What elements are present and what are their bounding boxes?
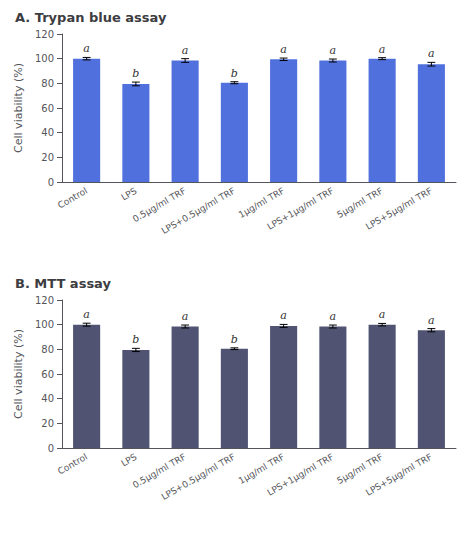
svg-text:80: 80 bbox=[41, 344, 54, 355]
svg-text:LPS: LPS bbox=[119, 186, 138, 203]
svg-text:a: a bbox=[83, 308, 90, 321]
svg-text:B. MTT assay: B. MTT assay bbox=[15, 276, 111, 291]
svg-text:Control: Control bbox=[56, 186, 89, 211]
svg-text:5μg/ml TRF: 5μg/ml TRF bbox=[335, 185, 385, 220]
svg-text:a: a bbox=[182, 44, 189, 57]
svg-text:60: 60 bbox=[41, 103, 54, 114]
svg-text:0: 0 bbox=[48, 443, 54, 454]
svg-text:40: 40 bbox=[41, 393, 54, 404]
svg-text:Control: Control bbox=[56, 452, 89, 477]
svg-text:100: 100 bbox=[35, 319, 54, 330]
svg-text:a: a bbox=[330, 44, 337, 57]
svg-text:100: 100 bbox=[35, 53, 54, 64]
svg-text:Cell viability (%): Cell viability (%) bbox=[12, 329, 25, 419]
svg-text:a: a bbox=[280, 309, 287, 322]
svg-text:b: b bbox=[231, 333, 238, 346]
svg-text:LPS+1μg/ml TRF: LPS+1μg/ml TRF bbox=[266, 452, 336, 498]
svg-text:0.5μg/ml TRF: 0.5μg/ml TRF bbox=[130, 451, 188, 491]
svg-text:a: a bbox=[428, 314, 435, 327]
svg-text:120: 120 bbox=[35, 295, 54, 306]
svg-text:80: 80 bbox=[41, 78, 54, 89]
svg-text:120: 120 bbox=[35, 29, 54, 40]
svg-text:LPS: LPS bbox=[119, 452, 138, 469]
svg-text:a: a bbox=[182, 310, 189, 323]
svg-text:LPS+5μg/ml TRF: LPS+5μg/ml TRF bbox=[364, 186, 434, 232]
svg-text:a: a bbox=[379, 308, 386, 321]
svg-text:a: a bbox=[428, 47, 435, 60]
svg-text:20: 20 bbox=[41, 418, 54, 429]
svg-text:a: a bbox=[280, 43, 287, 56]
svg-text:1μg/ml TRF: 1μg/ml TRF bbox=[236, 451, 287, 486]
svg-text:a: a bbox=[330, 310, 337, 323]
svg-text:60: 60 bbox=[41, 369, 54, 380]
svg-text:40: 40 bbox=[41, 127, 54, 138]
svg-text:LPS+0.5μg/ml TRF: LPS+0.5μg/ml TRF bbox=[160, 186, 237, 236]
svg-text:5μg/ml TRF: 5μg/ml TRF bbox=[335, 451, 385, 486]
svg-text:b: b bbox=[231, 67, 238, 80]
svg-text:b: b bbox=[132, 333, 139, 346]
svg-text:a: a bbox=[379, 43, 386, 56]
svg-text:1μg/ml TRF: 1μg/ml TRF bbox=[236, 185, 287, 220]
svg-text:0.5μg/ml TRF: 0.5μg/ml TRF bbox=[130, 185, 188, 225]
svg-text:A. Trypan blue assay: A. Trypan blue assay bbox=[15, 10, 167, 25]
svg-text:0: 0 bbox=[48, 177, 54, 188]
svg-text:LPS+0.5μg/ml TRF: LPS+0.5μg/ml TRF bbox=[160, 452, 237, 502]
svg-text:LPS+5μg/ml TRF: LPS+5μg/ml TRF bbox=[364, 452, 434, 498]
svg-text:Cell viability (%): Cell viability (%) bbox=[12, 63, 25, 153]
svg-text:LPS+1μg/ml TRF: LPS+1μg/ml TRF bbox=[266, 186, 336, 232]
svg-text:b: b bbox=[132, 67, 139, 80]
svg-text:a: a bbox=[83, 42, 90, 55]
svg-text:20: 20 bbox=[41, 152, 54, 163]
